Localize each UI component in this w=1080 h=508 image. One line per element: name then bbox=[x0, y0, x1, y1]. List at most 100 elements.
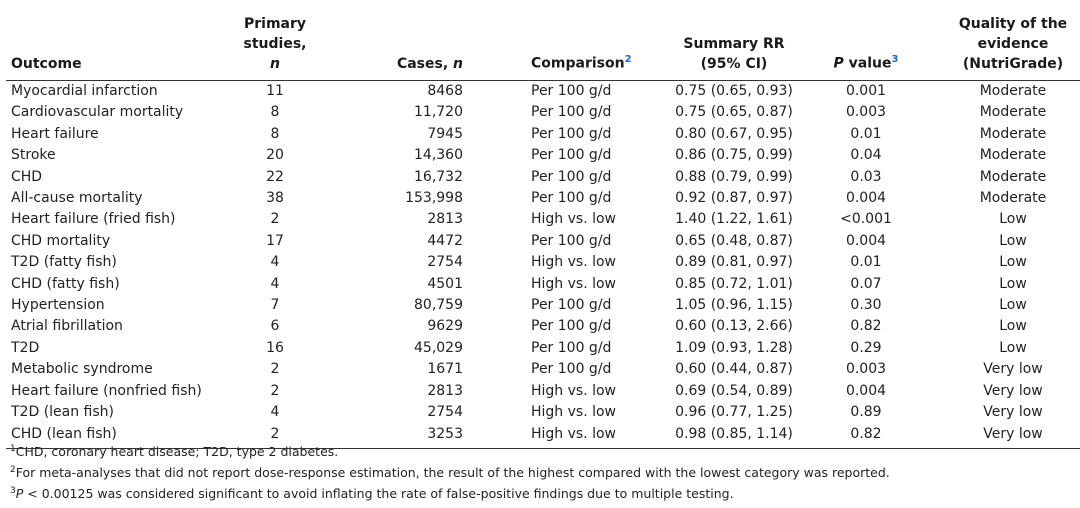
cell-outcome: Heart failure bbox=[11, 125, 99, 142]
cell-comparison: High vs. low bbox=[487, 423, 665, 449]
cell-quality: Low bbox=[999, 211, 1027, 228]
cell-cases: 2813 bbox=[427, 211, 463, 228]
col-header-p-value: P value3 bbox=[803, 10, 929, 81]
cell-summary-rr: 0.75 (0.65, 0.87) bbox=[675, 104, 793, 121]
cell-quality: Moderate bbox=[979, 147, 1047, 164]
cell-primary-studies: 2 bbox=[270, 211, 280, 228]
table-row: Heart failure (nonfried fish) 2 2813 High v… bbox=[6, 381, 1080, 402]
cell-primary-studies: 38 bbox=[266, 190, 284, 207]
cell-summary-rr: 0.60 (0.13, 2.66) bbox=[675, 318, 793, 335]
cell-p-value: 0.30 bbox=[850, 297, 882, 314]
cell-p-value: 0.001 bbox=[845, 83, 887, 99]
cell-primary-studies: 8 bbox=[270, 125, 280, 142]
cell-quality: Low bbox=[999, 339, 1027, 356]
cell-summary-rr: 0.92 (0.87, 0.97) bbox=[675, 190, 793, 207]
table-row: CHD mortality 17 4472 Per 100 g/d 0.65 (0.48… bbox=[6, 231, 1080, 252]
cell-primary-studies: 16 bbox=[266, 339, 284, 356]
cell-outcome: CHD (lean fish) bbox=[6, 423, 237, 449]
cell-p-value: 0.03 bbox=[850, 168, 882, 185]
cell-comparison: Per 100 g/d bbox=[531, 147, 612, 164]
footnote-ref-2[interactable]: 2 bbox=[624, 54, 632, 66]
cell-cases: 7945 bbox=[427, 125, 463, 142]
cell-p-value: 0.003 bbox=[845, 104, 887, 121]
cell-quality: Moderate bbox=[979, 190, 1047, 207]
cell-cases: 45,029 bbox=[414, 339, 463, 356]
footnote-1: 1CHD, coronary heart disease; T2D, type … bbox=[10, 444, 339, 460]
table-header: Outcome Primary studies, n Cases, n Comp… bbox=[6, 10, 1080, 81]
cell-outcome: Heart failure (nonfried fish) bbox=[11, 382, 202, 399]
table-row: T2D (fatty fish) 4 2754 High vs. low 0.89 (0… bbox=[6, 252, 1080, 273]
cell-summary-rr: 0.80 (0.67, 0.95) bbox=[675, 125, 793, 142]
cell-summary-rr: 0.89 (0.81, 0.97) bbox=[675, 254, 793, 271]
cell-summary-rr: 0.75 (0.65, 0.93) bbox=[675, 83, 793, 99]
cell-primary-studies: 2 bbox=[270, 382, 280, 399]
cell-cases: 1671 bbox=[427, 361, 463, 378]
cell-summary-rr: 0.60 (0.44, 0.87) bbox=[675, 361, 793, 378]
cell-cases: 4472 bbox=[427, 232, 463, 249]
cell-quality: Moderate bbox=[979, 125, 1047, 142]
cell-quality: Very low bbox=[983, 361, 1043, 378]
cell-outcome: T2D (lean fish) bbox=[11, 404, 115, 421]
cell-outcome: All-cause mortality bbox=[11, 190, 143, 207]
col-header-summary-rr: Summary RR (95% CI) bbox=[665, 10, 803, 81]
cell-cases: 153,998 bbox=[405, 190, 463, 207]
cell-summary-rr: 0.69 (0.54, 0.89) bbox=[675, 382, 793, 399]
table-row: Myocardial infarction 11 8468 Per 100 g/d 0.… bbox=[6, 81, 1080, 103]
cell-outcome: Hypertension bbox=[11, 297, 105, 314]
table-row: Hypertension 7 80,759 Per 100 g/d 1.05 (0.96… bbox=[6, 295, 1080, 316]
cell-cases: 16,732 bbox=[414, 168, 463, 185]
cell-comparison: High vs. low bbox=[531, 211, 617, 228]
cell-comparison: Per 100 g/d bbox=[531, 339, 612, 356]
cell-primary-studies: 2 bbox=[270, 361, 280, 378]
col-header-primary-studies: Primary studies, n bbox=[237, 10, 313, 81]
cell-quality: Low bbox=[999, 318, 1027, 335]
cell-p-value: 0.01 bbox=[850, 254, 882, 271]
cell-quality: Low bbox=[999, 232, 1027, 249]
table-row: Metabolic syndrome 2 1671 Per 100 g/d 0.60 (… bbox=[6, 359, 1080, 380]
table-row: Stroke 20 14,360 Per 100 g/d 0.86 (0.75, 0.9… bbox=[6, 145, 1080, 166]
cell-p-value: 0.004 bbox=[845, 232, 887, 249]
cell-p-value: 0.004 bbox=[845, 190, 887, 207]
cell-p-value: 0.82 bbox=[850, 318, 882, 335]
cell-p-value: 0.07 bbox=[850, 275, 882, 292]
cell-summary-rr: 1.40 (1.22, 1.61) bbox=[675, 211, 793, 228]
cell-quality: Low bbox=[999, 254, 1027, 271]
col-header-comparison: Comparison2 bbox=[487, 10, 665, 81]
cell-outcome: T2D bbox=[11, 339, 40, 356]
primary-line2: studies, n bbox=[244, 36, 307, 72]
cell-cases: 2754 bbox=[427, 254, 463, 271]
table-row: CHD (lean fish) 2 3253 High vs. low 0.98 (0.… bbox=[6, 423, 1080, 449]
cell-primary-studies: 4 bbox=[270, 275, 280, 292]
results-table: Outcome Primary studies, n Cases, n Comp… bbox=[6, 10, 1080, 449]
cell-primary-studies: 22 bbox=[266, 168, 284, 185]
cell-primary-studies: 4 bbox=[270, 404, 280, 421]
table-body: Myocardial infarction 11 8468 Per 100 g/d 0.… bbox=[6, 81, 1080, 449]
cell-p-value: 0.04 bbox=[850, 147, 882, 164]
table-row: CHD (fatty fish) 4 4501 High vs. low 0.85 (0… bbox=[6, 274, 1080, 295]
cell-outcome: Stroke bbox=[11, 147, 56, 164]
table-row: Heart failure 8 7945 Per 100 g/d 0.80 (0.67,… bbox=[6, 124, 1080, 145]
footnote-ref-3[interactable]: 3 bbox=[891, 54, 899, 66]
col-header-cases: Cases, n bbox=[313, 10, 487, 81]
cell-quality: Very low bbox=[983, 404, 1043, 421]
primary-studies-text: studies, n bbox=[243, 36, 307, 72]
cell-comparison: Per 100 g/d bbox=[531, 125, 612, 142]
cell-p-value: 0.29 bbox=[850, 339, 882, 356]
cell-comparison: Per 100 g/d bbox=[531, 232, 612, 249]
cell-cases: 9629 bbox=[427, 318, 463, 335]
cell-summary-rr: 0.88 (0.79, 0.99) bbox=[675, 168, 793, 185]
cell-summary-rr: 0.65 (0.48, 0.87) bbox=[675, 232, 793, 249]
col-header-outcome: Outcome bbox=[6, 10, 237, 81]
table-row: T2D 16 45,029 Per 100 g/d 1.09 (0.93, 1.28) 0… bbox=[6, 338, 1080, 359]
cell-comparison: Per 100 g/d bbox=[531, 168, 612, 185]
cell-comparison: Per 100 g/d bbox=[531, 297, 612, 314]
cell-summary-rr: 0.85 (0.72, 1.01) bbox=[675, 275, 793, 292]
cell-primary-studies: 4 bbox=[270, 254, 280, 271]
cell-outcome: T2D (fatty fish) bbox=[11, 254, 117, 271]
cell-cases: 4501 bbox=[427, 275, 463, 292]
cell-cases: 3253 bbox=[313, 423, 487, 449]
cell-cases: 2813 bbox=[427, 382, 463, 399]
cell-quality: Moderate bbox=[979, 168, 1047, 185]
cell-cases: 14,360 bbox=[414, 147, 463, 164]
